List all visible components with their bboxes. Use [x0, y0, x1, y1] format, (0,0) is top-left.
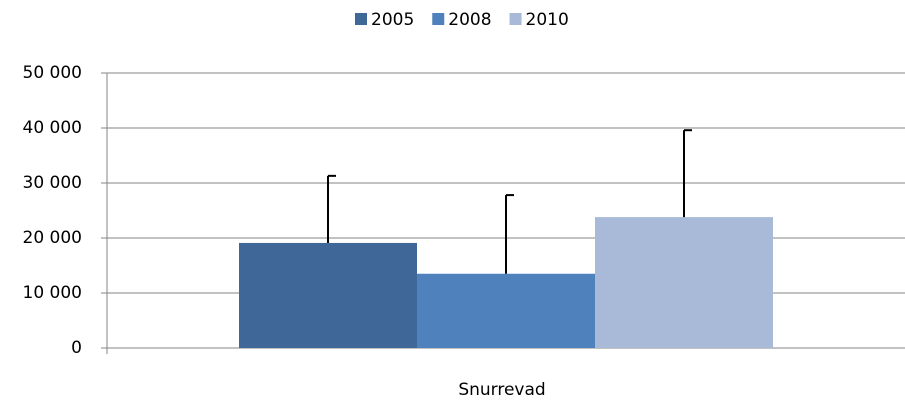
legend-swatch — [509, 13, 522, 25]
y-tick-label: 40 000 — [23, 118, 82, 138]
bar — [417, 273, 595, 348]
legend-swatch — [355, 13, 367, 25]
y-tick-label: 20 000 — [23, 228, 82, 248]
legend-label: 2008 — [448, 10, 491, 30]
y-tick-label: 0 — [71, 338, 82, 358]
legend-label: 2010 — [526, 10, 569, 30]
bar — [595, 217, 773, 348]
x-tick-label: Snurrevad — [458, 380, 545, 400]
legend-label: 2005 — [371, 10, 414, 30]
y-tick-label: 10 000 — [23, 283, 82, 303]
legend-swatch — [432, 13, 445, 25]
bar — [239, 242, 417, 348]
y-tick-label: 50 000 — [23, 63, 82, 83]
y-tick-label: 30 000 — [23, 173, 82, 193]
